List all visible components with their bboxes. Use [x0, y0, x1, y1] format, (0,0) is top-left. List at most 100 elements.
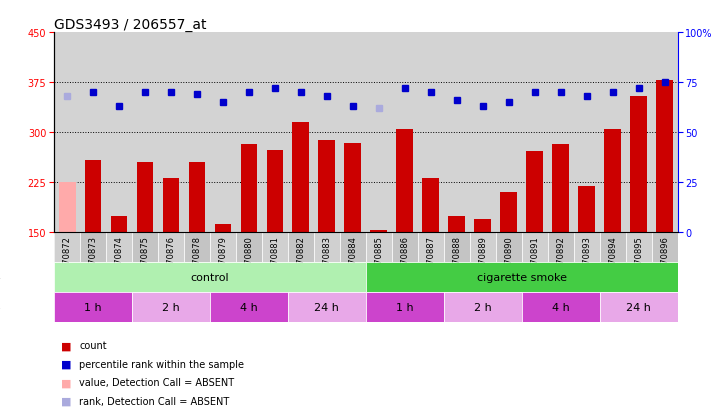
Text: GSM270879: GSM270879: [218, 235, 228, 286]
Bar: [106, 233, 132, 263]
Bar: [448, 216, 465, 233]
Text: GSM270888: GSM270888: [452, 235, 461, 286]
Bar: [578, 186, 596, 233]
Bar: [371, 231, 387, 233]
Bar: [132, 233, 158, 263]
Bar: [267, 151, 283, 233]
Text: GSM270875: GSM270875: [141, 235, 149, 286]
Bar: [656, 81, 673, 233]
Text: GSM270887: GSM270887: [426, 235, 435, 286]
Bar: [262, 233, 288, 263]
Bar: [54, 292, 132, 322]
Bar: [366, 292, 444, 322]
Bar: [552, 144, 570, 233]
Bar: [340, 233, 366, 263]
Text: GSM270891: GSM270891: [531, 235, 539, 286]
Bar: [162, 178, 180, 233]
Bar: [397, 130, 413, 233]
Bar: [132, 292, 210, 322]
Text: GSM270895: GSM270895: [634, 235, 643, 286]
Text: 4 h: 4 h: [240, 302, 258, 312]
Bar: [241, 144, 257, 233]
Text: GSM270878: GSM270878: [193, 235, 201, 286]
Text: GSM270881: GSM270881: [270, 235, 280, 286]
Bar: [314, 233, 340, 263]
Text: GSM270896: GSM270896: [660, 235, 669, 286]
Text: GSM270884: GSM270884: [348, 235, 358, 286]
Bar: [366, 263, 678, 292]
Bar: [423, 178, 439, 233]
Text: ■: ■: [61, 340, 72, 350]
Text: GSM270880: GSM270880: [244, 235, 254, 286]
Text: GSM270892: GSM270892: [557, 235, 565, 286]
Bar: [392, 233, 418, 263]
Text: GSM270883: GSM270883: [322, 235, 332, 286]
Text: GSM270894: GSM270894: [609, 235, 617, 286]
Bar: [652, 233, 678, 263]
Bar: [522, 233, 548, 263]
Text: GSM270890: GSM270890: [504, 235, 513, 286]
Bar: [626, 233, 652, 263]
Text: ■: ■: [61, 396, 72, 406]
Bar: [58, 183, 76, 233]
Text: value, Detection Call = ABSENT: value, Detection Call = ABSENT: [79, 377, 234, 387]
Text: GDS3493 / 206557_at: GDS3493 / 206557_at: [54, 18, 207, 32]
Bar: [444, 292, 522, 322]
Text: count: count: [79, 340, 107, 350]
Bar: [236, 233, 262, 263]
Text: 24 h: 24 h: [314, 302, 340, 312]
Bar: [574, 233, 600, 263]
Text: ■: ■: [61, 377, 72, 387]
Text: GSM270876: GSM270876: [167, 235, 175, 286]
Bar: [496, 233, 522, 263]
Bar: [345, 144, 361, 233]
Bar: [184, 233, 210, 263]
Bar: [526, 152, 543, 233]
Bar: [136, 163, 154, 233]
Bar: [548, 233, 574, 263]
Bar: [288, 292, 366, 322]
Bar: [158, 233, 184, 263]
Bar: [444, 233, 470, 263]
Bar: [189, 163, 205, 233]
Bar: [500, 193, 517, 233]
Bar: [210, 292, 288, 322]
Bar: [630, 96, 647, 233]
Bar: [474, 220, 491, 233]
Text: ■: ■: [61, 359, 72, 369]
Text: percentile rank within the sample: percentile rank within the sample: [79, 359, 244, 369]
Text: GSM270874: GSM270874: [115, 235, 123, 286]
Text: control: control: [190, 273, 229, 282]
Bar: [600, 233, 626, 263]
Bar: [418, 233, 444, 263]
Bar: [470, 233, 496, 263]
Bar: [54, 233, 80, 263]
Text: GSM270889: GSM270889: [478, 235, 487, 286]
Bar: [54, 263, 366, 292]
Bar: [293, 123, 309, 233]
Text: 24 h: 24 h: [627, 302, 651, 312]
Text: 4 h: 4 h: [552, 302, 570, 312]
Bar: [522, 292, 600, 322]
Text: rank, Detection Call = ABSENT: rank, Detection Call = ABSENT: [79, 396, 229, 406]
Text: 1 h: 1 h: [84, 302, 102, 312]
Text: GSM270882: GSM270882: [296, 235, 306, 286]
Bar: [604, 130, 622, 233]
Bar: [215, 224, 231, 233]
Bar: [600, 292, 678, 322]
Text: 2 h: 2 h: [162, 302, 180, 312]
Text: cigarette smoke: cigarette smoke: [477, 273, 567, 282]
Text: GSM270873: GSM270873: [89, 235, 97, 286]
Bar: [84, 161, 102, 233]
Bar: [110, 216, 128, 233]
Text: 2 h: 2 h: [474, 302, 492, 312]
Text: GSM270893: GSM270893: [583, 235, 591, 286]
Bar: [288, 233, 314, 263]
Text: GSM270872: GSM270872: [63, 235, 71, 286]
Bar: [80, 233, 106, 263]
Bar: [319, 141, 335, 233]
Bar: [366, 233, 392, 263]
Text: GSM270885: GSM270885: [374, 235, 384, 286]
Text: GSM270886: GSM270886: [400, 235, 410, 286]
Text: 1 h: 1 h: [396, 302, 414, 312]
